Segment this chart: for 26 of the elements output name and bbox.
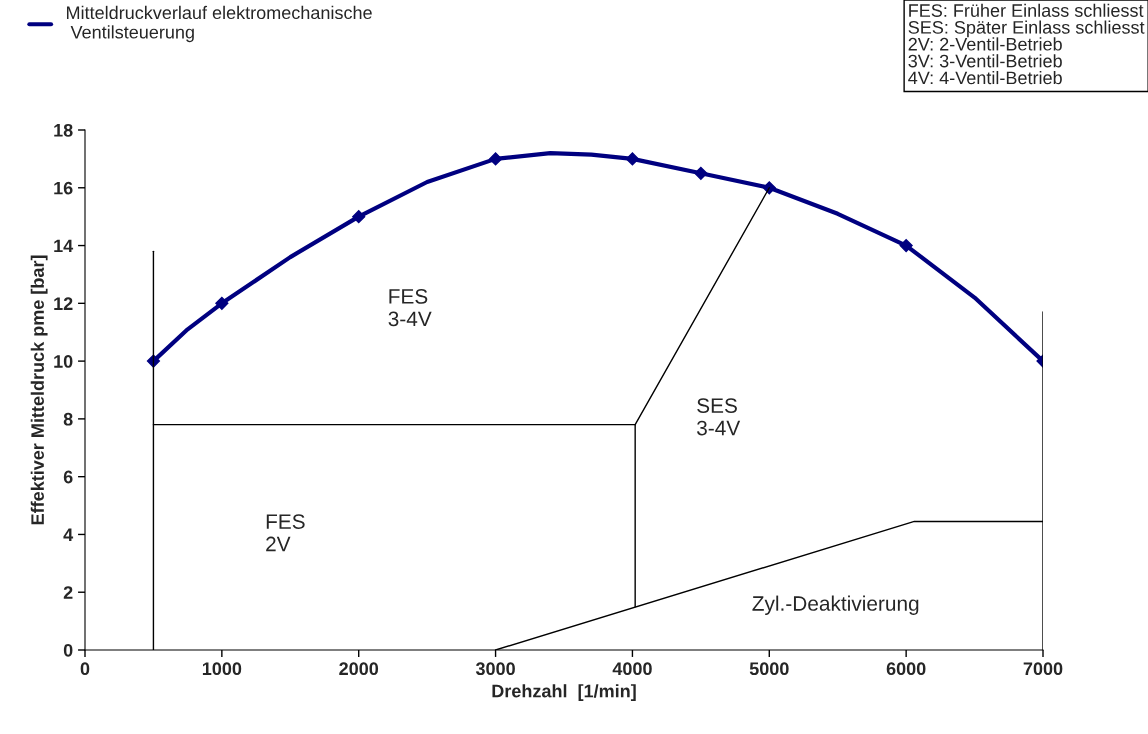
y-tick-label: 12 [54,297,73,310]
text: FES: Früher Einlass schliesst SES: Später Einlass schliesst 2V: 2-Ventil-Betrieb 3V: 3-Ventil-Betrieb 4V: 4-Ventil-Betrieb [908,3,1145,85]
legend-label: Mitteldruckverlauf elektromechanische Ventilsteuerung [66,5,372,43]
y-axis-title: Effektiver Mitteldruck pme [bar] [30,255,48,525]
annotation: Zyl.-Deaktivierung [752,595,919,615]
y-tick-label: 18 [54,123,73,137]
y-tick-label: 2 [63,586,73,599]
y-tick-label: 8 [63,412,73,426]
annotation: SES 3-4V [697,398,741,436]
x-tick-label: 7000 [1023,662,1063,676]
x-tick-label: 6000 [886,662,926,676]
y-tick-label: 0 [63,643,73,657]
y-tick-label: 10 [54,355,73,368]
y-tick-label: 6 [63,470,73,484]
x-tick-label: 4000 [612,662,652,676]
x-tick-label: 2000 [339,662,379,676]
x-tick-label: 5000 [749,662,789,676]
y-tick-label: 4 [63,528,74,541]
x-tick-label: 0 [80,662,90,676]
annotation: FES 3-4V [388,289,432,327]
annotation: FES 2V [266,514,305,552]
x-axis-title: Drehzahl [1/min] [492,684,636,702]
y-tick-label: 14 [54,239,74,253]
y-tick-label: 16 [54,181,73,195]
x-tick-label: 3000 [475,662,515,676]
x-tick-label: 1000 [202,662,242,676]
